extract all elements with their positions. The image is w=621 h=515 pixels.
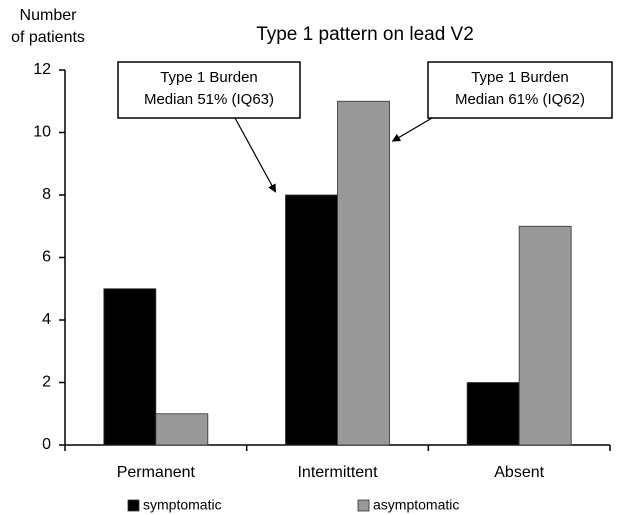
y-tick-label: 10: [33, 124, 51, 141]
y-tick-label: 2: [42, 374, 51, 391]
annotation-box: [427, 61, 613, 119]
y-tick-label: 8: [42, 186, 51, 203]
chart-title: Type 1 pattern on lead V2: [256, 24, 474, 45]
legend-label: symptomatic: [143, 497, 222, 513]
bar: [285, 194, 338, 446]
y-tick-label: 0: [42, 436, 51, 453]
y-axis-label: Number: [20, 7, 78, 24]
annotation-text: Type 1 Burden: [160, 69, 258, 86]
y-tick-label: 6: [42, 249, 51, 266]
y-tick-label: 4: [42, 311, 51, 328]
legend-swatch: [127, 499, 140, 512]
bar: [103, 288, 157, 446]
y-axis-label: of patients: [11, 29, 85, 46]
annotation-box: [117, 61, 301, 119]
x-tick-label: Absent: [494, 464, 544, 481]
bar: [155, 413, 209, 446]
bar: [337, 100, 390, 446]
legend-swatch: [357, 499, 370, 512]
annotation-text: Median 51% (IQ63): [144, 91, 274, 108]
y-tick-label: 12: [33, 61, 51, 78]
annotation-arrow: [234, 117, 277, 193]
x-tick-label: Intermittent: [297, 464, 378, 481]
legend-label: asymptomatic: [373, 497, 459, 513]
annotation-text: Type 1 Burden: [471, 69, 569, 86]
annotation-arrow: [391, 117, 433, 142]
bar: [518, 225, 572, 446]
annotation-text: Median 61% (IQ62): [455, 91, 585, 108]
bar: [466, 382, 520, 446]
x-tick-label: Permanent: [117, 464, 196, 481]
